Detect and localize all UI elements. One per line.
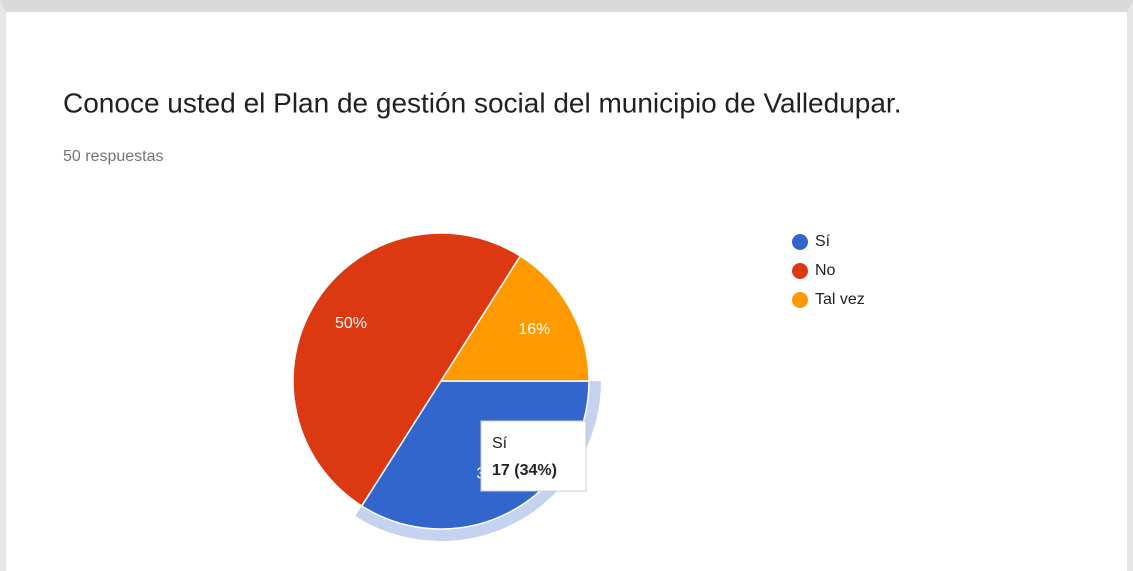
slice-highlight xyxy=(355,381,601,541)
pie-slice xyxy=(292,232,522,507)
legend-label: Sí xyxy=(815,233,831,250)
slice-label: 50% xyxy=(335,315,367,332)
legend-label: Tal vez xyxy=(815,291,865,308)
legend-marker xyxy=(792,263,808,279)
chart-subtitle: 50 respuestas xyxy=(63,148,164,165)
legend-marker xyxy=(792,292,808,308)
pie-slice xyxy=(360,380,590,530)
tooltip-title: Sí xyxy=(492,435,508,452)
slice-label: 16% xyxy=(518,321,550,338)
tooltip-box xyxy=(480,420,587,492)
tooltip-text: 17 (34%) xyxy=(492,462,557,479)
tooltip: Sí 17 (34%) xyxy=(480,420,587,492)
legend-label: No xyxy=(815,262,836,279)
legend-marker xyxy=(792,234,808,250)
pie-slice xyxy=(439,255,590,382)
chart-title: Conoce usted el Plan de gestión social d… xyxy=(63,87,901,118)
